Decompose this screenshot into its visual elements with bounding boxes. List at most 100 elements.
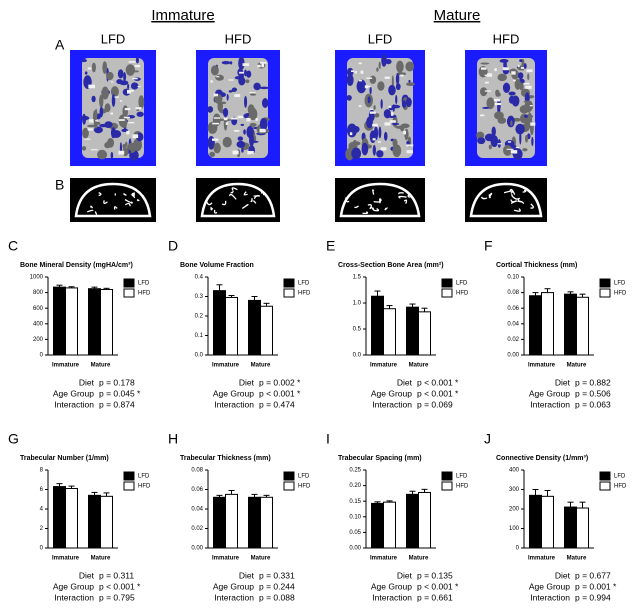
bone-highlight	[124, 108, 131, 111]
bone-pore	[395, 94, 398, 105]
legend-label: HFD	[298, 291, 311, 297]
legend-label: HFD	[614, 291, 627, 297]
trabecula	[372, 189, 375, 195]
trabecula	[345, 197, 350, 203]
bone-pore	[214, 94, 223, 104]
x-tick-label: Immature	[52, 363, 80, 369]
bone-pore	[215, 74, 224, 81]
bone-highlight	[232, 150, 239, 155]
bone-highlight	[506, 148, 514, 150]
image-label: LFD	[101, 31, 126, 46]
trabecula	[124, 202, 131, 207]
trabecula	[522, 189, 527, 193]
legend-label: LFD	[298, 474, 310, 480]
legend-swatch	[441, 481, 453, 491]
y-tick-label: 200	[33, 337, 44, 343]
bone-pore	[519, 82, 524, 91]
legend-label: LFD	[298, 281, 310, 287]
trabecula	[113, 206, 118, 210]
bone-highlight	[212, 122, 220, 125]
y-tick-label: 0.08	[507, 290, 519, 296]
bone-highlight	[377, 141, 381, 143]
bone-highlight	[484, 74, 488, 77]
stat-value: p = 0.474	[259, 399, 295, 409]
x-tick-label: Immature	[212, 556, 240, 562]
x-tick-label: Mature	[567, 556, 587, 562]
bar	[371, 295, 384, 356]
bone-highlight	[231, 117, 238, 120]
trabecula	[132, 194, 136, 199]
trabecula	[210, 206, 214, 211]
bone-pore	[480, 62, 490, 65]
bone-highlight	[119, 100, 123, 102]
x-tick-label: Immature	[528, 363, 556, 369]
legend-label: LFD	[456, 281, 468, 287]
bone-highlight	[481, 67, 487, 70]
y-tick-label: 0.0	[195, 353, 204, 359]
panel-label: B	[55, 177, 64, 193]
bone-highlight	[384, 122, 391, 126]
bone-pore	[111, 94, 116, 107]
bone-pore	[228, 90, 233, 93]
bone-highlight	[526, 69, 533, 73]
bone-pore	[527, 112, 533, 125]
stat-value: p = 0.311	[99, 570, 134, 580]
cortical-shell	[469, 182, 543, 218]
trabecula	[512, 196, 521, 200]
bone-pore	[253, 135, 257, 143]
legend-swatch	[123, 481, 135, 491]
bone-pore	[261, 98, 269, 108]
bone-pore	[231, 87, 238, 92]
trabecula	[354, 205, 360, 209]
trabecula	[94, 211, 98, 215]
legend-label: LFD	[456, 474, 468, 480]
stat-value: p < 0.001 *	[417, 581, 459, 591]
bone-pore	[79, 115, 90, 121]
chart-title: Bone Mineral Density (mgHA/cm³)	[20, 262, 133, 269]
bone-highlight	[87, 67, 92, 70]
bone-pore	[404, 128, 409, 141]
bone-pore	[213, 142, 221, 154]
trabecula	[213, 209, 218, 214]
bone-highlight	[132, 134, 139, 139]
cross-section-bg	[70, 178, 156, 222]
bone-pore	[110, 151, 114, 159]
trabecula	[398, 195, 407, 199]
stat-label: Diet	[79, 570, 95, 580]
trabecula	[510, 199, 517, 203]
cross-section-bg	[465, 178, 547, 222]
bone-highlight	[213, 93, 218, 97]
trabecula	[513, 208, 521, 212]
bone-pore	[110, 86, 119, 98]
bone-pore	[136, 111, 144, 117]
trabecula	[221, 200, 227, 206]
bar	[88, 494, 101, 549]
x-tick-label: Immature	[370, 556, 398, 562]
y-tick-label: 300	[509, 487, 520, 493]
bone-highlight	[242, 63, 249, 67]
panel-label: H	[168, 431, 178, 447]
bone-pore	[381, 53, 387, 67]
y-tick-label: 0	[40, 353, 44, 359]
y-tick-label: 0.10	[349, 514, 361, 520]
bone-pore	[125, 64, 135, 76]
bone-highlight	[406, 150, 413, 154]
stat-label: Age Group	[53, 581, 94, 591]
panel-label: I	[326, 431, 330, 447]
bone-pore	[130, 82, 139, 90]
panel-label: F	[484, 238, 493, 254]
bone-pore	[249, 93, 257, 96]
bone-pore	[385, 58, 392, 65]
bone-pore	[377, 81, 385, 91]
stat-label: Diet	[239, 570, 255, 580]
trabecula	[370, 206, 375, 211]
chart-title: Cross-Section Bone Area (mm²)	[338, 262, 444, 269]
trabecula	[384, 207, 388, 211]
bar	[65, 488, 78, 549]
bar	[383, 308, 396, 356]
bone-highlight	[530, 122, 536, 126]
bar	[529, 295, 542, 356]
y-tick-label: 0.02	[191, 526, 203, 532]
y-tick-label: 0.06	[507, 306, 519, 312]
bone-pore	[104, 142, 111, 149]
